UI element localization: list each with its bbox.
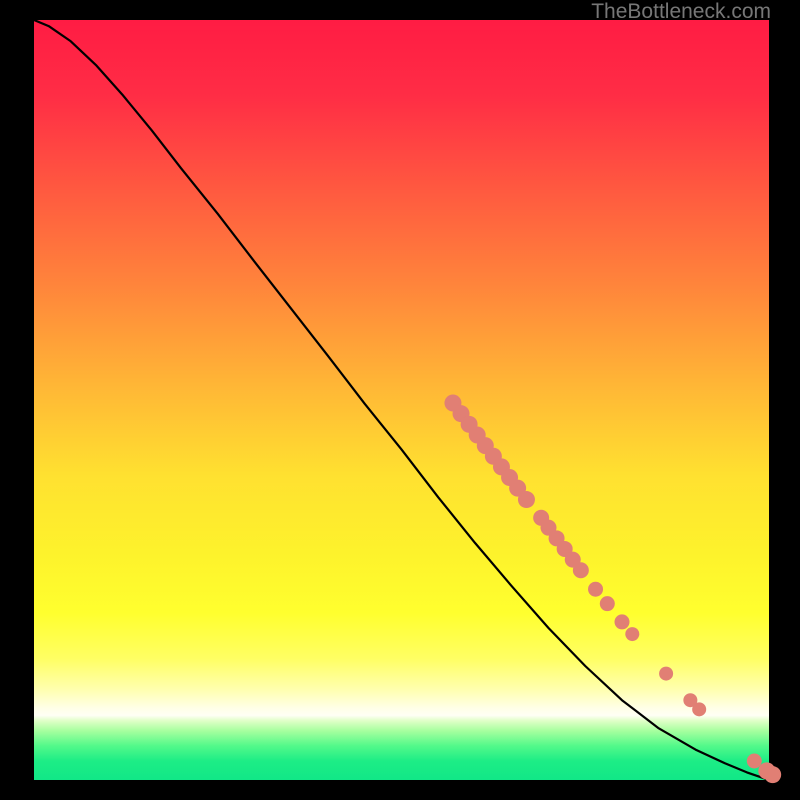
chart-frame: TheBottleneck.com [0,0,800,800]
data-marker [615,614,630,629]
data-marker [573,562,589,578]
chart-overlay [0,0,800,800]
data-marker [692,702,706,716]
data-marker [747,754,762,769]
data-marker [764,766,781,783]
data-markers [444,395,781,784]
curve-line [34,20,769,780]
data-marker [518,491,535,508]
data-marker [588,582,603,597]
data-marker [625,627,639,641]
data-marker [600,596,615,611]
data-marker [659,667,673,681]
